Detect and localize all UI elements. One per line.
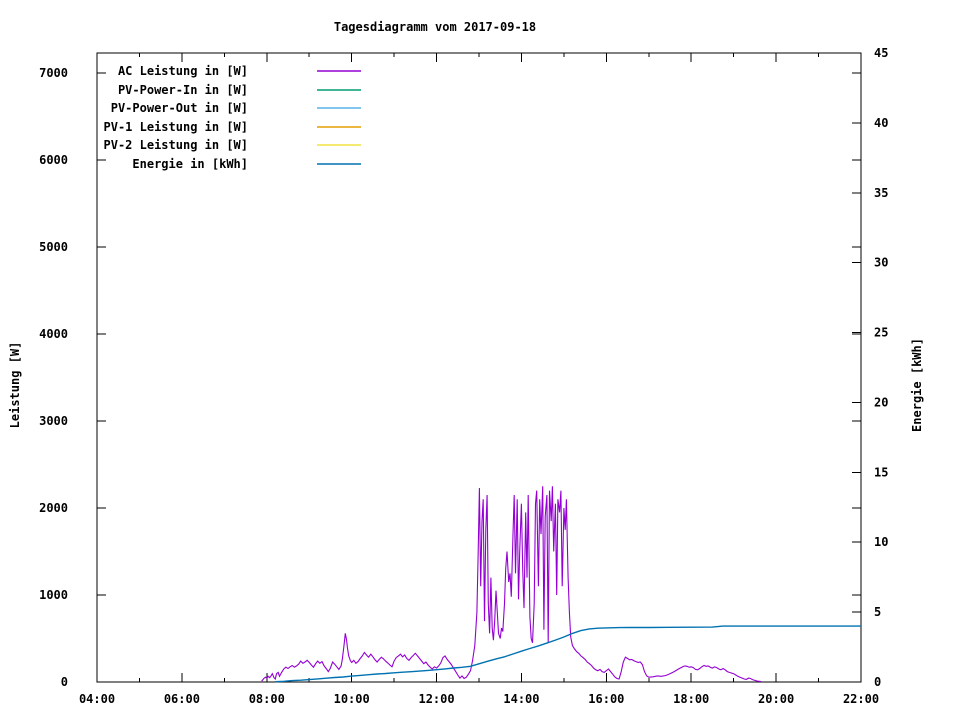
series-line-energie-in-kwh- <box>275 625 861 683</box>
x-tick-label: 22:00 <box>843 692 879 706</box>
y-right-tick-label: 45 <box>874 46 888 60</box>
y-left-axis-title: Leistung [W] <box>8 342 22 429</box>
legend-item: PV-2 Leistung in [W] <box>104 138 361 152</box>
y-left-tick-label: 6000 <box>39 153 68 167</box>
series-line-ac-leistung-in-w- <box>261 486 762 683</box>
legend-item: PV-1 Leistung in [W] <box>104 120 361 134</box>
y-right-tick-label: 5 <box>874 605 881 619</box>
x-tick-label: 04:00 <box>79 692 115 706</box>
x-tick-label: 08:00 <box>249 692 285 706</box>
legend-label: PV-2 Leistung in [W] <box>104 138 249 152</box>
y-right-axis-title: Energie [kWh] <box>910 338 924 432</box>
chart-title: Tagesdiagramm vom 2017-09-18 <box>334 20 536 34</box>
chart-legend: AC Leistung in [W] PV-Power-In in [W] PV-P… <box>104 64 361 171</box>
y-right-tick-label: 20 <box>874 395 888 409</box>
y-right-tick-label: 30 <box>874 256 888 270</box>
y-left-tick-label: 7000 <box>39 66 68 80</box>
legend-item: PV-Power-In in [W] <box>118 83 361 97</box>
y-right-tick-label: 25 <box>874 326 888 340</box>
x-tick-label: 06:00 <box>164 692 200 706</box>
legend-label: AC Leistung in [W] <box>118 64 248 78</box>
x-tick-label: 20:00 <box>758 692 794 706</box>
y-right-tick-label: 35 <box>874 186 888 200</box>
legend-label: PV-Power-Out in [W] <box>111 101 248 115</box>
legend-item: AC Leistung in [W] <box>118 64 361 78</box>
y-right-tick-label: 15 <box>874 465 888 479</box>
legend-label: PV-Power-In in [W] <box>118 83 248 97</box>
y-left-tick-label: 1000 <box>39 588 68 602</box>
data-series <box>261 486 861 683</box>
x-tick-label: 12:00 <box>418 692 454 706</box>
y-left-tick-label: 3000 <box>39 414 68 428</box>
y-right-tick-label: 0 <box>874 675 881 689</box>
y-left-tick-label: 5000 <box>39 240 68 254</box>
x-tick-label: 18:00 <box>673 692 709 706</box>
legend-item: Energie in [kWh] <box>132 157 361 171</box>
legend-label: Energie in [kWh] <box>132 157 248 171</box>
y-right-tick-label: 10 <box>874 535 888 549</box>
y-left-tick-label: 2000 <box>39 501 68 515</box>
legend-label: PV-1 Leistung in [W] <box>104 120 249 134</box>
x-tick-label: 16:00 <box>588 692 624 706</box>
plot-frame: 04:00 06:00 08:00 10:00 12:00 14:00 16:00 18:00… <box>39 46 888 706</box>
x-tick-label: 10:00 <box>334 692 370 706</box>
y-left-tick-label: 0 <box>61 675 68 689</box>
legend-item: PV-Power-Out in [W] <box>111 101 361 115</box>
y-right-tick-label: 40 <box>874 116 888 130</box>
y-left-tick-label: 4000 <box>39 327 68 341</box>
x-tick-label: 14:00 <box>503 692 539 706</box>
